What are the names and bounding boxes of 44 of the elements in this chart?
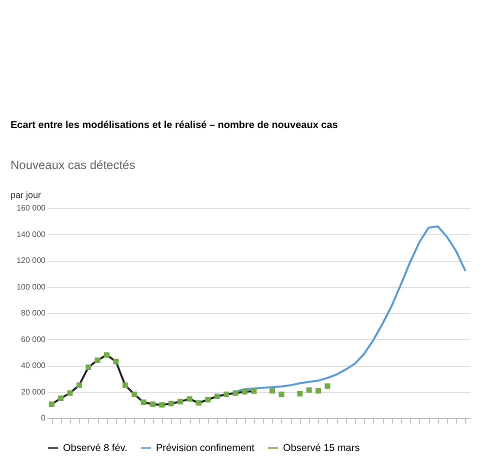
point xyxy=(224,392,230,398)
point xyxy=(196,400,202,406)
point xyxy=(67,390,73,396)
point xyxy=(316,388,322,394)
point xyxy=(58,396,64,402)
y-tick-label: 80 000 xyxy=(21,308,46,318)
y-tick-label: 20 000 xyxy=(21,387,46,396)
legend-label: Observé 8 fév. xyxy=(63,443,128,454)
point xyxy=(278,392,284,398)
y-tick-label: 140 000 xyxy=(16,230,46,239)
legend-label: Observé 15 mars xyxy=(283,443,360,454)
point xyxy=(242,389,248,394)
y-axis-title: par jour xyxy=(10,190,42,200)
y-tick-label: 60 000 xyxy=(21,334,46,344)
point xyxy=(168,400,174,406)
chart-title: Ecart entre les modélisations et le réalisé – nombre de nouveaux cas xyxy=(10,120,338,131)
point xyxy=(178,398,184,404)
point xyxy=(76,382,82,388)
point xyxy=(270,388,276,394)
chart-subtitle: Nouveaux cas détectés xyxy=(10,158,136,172)
legend-label: Prévision confinement xyxy=(156,443,255,454)
point xyxy=(214,394,220,400)
y-tick-label: 40 000 xyxy=(21,361,46,370)
point xyxy=(159,402,165,408)
point xyxy=(113,358,119,364)
y-tick-label: 100 000 xyxy=(16,282,46,292)
point xyxy=(132,392,138,398)
point xyxy=(94,358,100,363)
point xyxy=(251,388,257,394)
point xyxy=(232,390,238,396)
y-tick-label: 160 000 xyxy=(16,204,46,212)
point xyxy=(186,396,192,402)
y-tick-label: 0 xyxy=(41,414,46,422)
point xyxy=(205,396,211,402)
point xyxy=(86,364,92,370)
point xyxy=(104,352,110,358)
point xyxy=(297,390,303,396)
point xyxy=(324,383,330,389)
point xyxy=(150,401,156,407)
y-tick-label: 120 000 xyxy=(16,256,46,265)
point xyxy=(306,387,312,393)
point xyxy=(140,400,146,405)
point xyxy=(122,382,128,388)
point xyxy=(48,401,54,407)
